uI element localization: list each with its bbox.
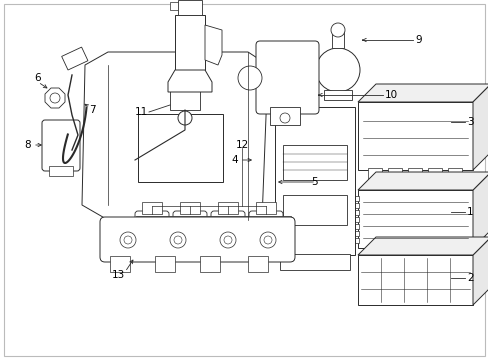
Circle shape <box>264 236 271 244</box>
Bar <box>269 107 299 125</box>
Circle shape <box>260 232 275 248</box>
Polygon shape <box>472 172 488 248</box>
Circle shape <box>315 48 359 92</box>
Circle shape <box>330 23 345 37</box>
Circle shape <box>238 66 262 90</box>
FancyBboxPatch shape <box>248 211 283 255</box>
Circle shape <box>178 111 192 125</box>
Polygon shape <box>357 172 488 190</box>
Bar <box>348 238 358 243</box>
FancyBboxPatch shape <box>42 120 80 171</box>
Bar <box>324 90 351 100</box>
Text: 5: 5 <box>311 177 317 187</box>
FancyBboxPatch shape <box>173 211 206 255</box>
Polygon shape <box>168 70 212 92</box>
Text: 2: 2 <box>466 273 473 283</box>
Bar <box>331 30 343 48</box>
Bar <box>175 15 204 70</box>
Circle shape <box>170 232 185 248</box>
Bar <box>280 254 349 270</box>
Bar <box>348 217 358 222</box>
Text: 4: 4 <box>231 155 238 165</box>
Text: 11: 11 <box>135 107 148 117</box>
Polygon shape <box>45 88 65 108</box>
Polygon shape <box>82 52 267 225</box>
Bar <box>348 231 358 236</box>
Circle shape <box>120 232 136 248</box>
Bar <box>142 202 162 214</box>
Circle shape <box>280 113 289 123</box>
Polygon shape <box>204 25 222 65</box>
Text: 7: 7 <box>88 105 95 115</box>
Bar <box>170 90 200 110</box>
Bar <box>183 239 196 247</box>
Bar <box>200 256 220 272</box>
Bar <box>348 210 358 215</box>
Bar <box>274 107 354 255</box>
Text: 1: 1 <box>466 207 473 217</box>
Text: 3: 3 <box>466 117 473 127</box>
Bar <box>348 196 358 201</box>
Bar <box>247 256 267 272</box>
Bar <box>348 224 358 229</box>
Bar <box>357 255 472 305</box>
Bar <box>146 239 158 247</box>
Bar <box>447 168 461 180</box>
Circle shape <box>224 236 231 244</box>
Text: 9: 9 <box>414 35 421 45</box>
Bar <box>348 203 358 208</box>
Text: 13: 13 <box>111 270 124 280</box>
Bar <box>367 168 381 180</box>
Bar <box>138 114 223 182</box>
Polygon shape <box>357 237 488 255</box>
Circle shape <box>50 93 60 103</box>
Bar <box>136 216 290 224</box>
Bar <box>357 190 472 248</box>
Bar <box>407 168 421 180</box>
Bar <box>256 202 275 214</box>
Bar <box>170 2 178 10</box>
Bar <box>110 256 130 272</box>
Text: 8: 8 <box>24 140 31 150</box>
Bar <box>49 166 73 176</box>
Polygon shape <box>472 237 488 305</box>
FancyBboxPatch shape <box>256 41 318 114</box>
Polygon shape <box>472 84 488 170</box>
Text: 10: 10 <box>384 90 397 100</box>
Bar <box>61 47 88 70</box>
Bar <box>222 239 234 247</box>
Bar <box>180 202 200 214</box>
Text: 6: 6 <box>35 73 41 83</box>
Bar <box>387 168 401 180</box>
Bar <box>283 145 346 180</box>
Text: 12: 12 <box>235 140 248 150</box>
FancyBboxPatch shape <box>210 211 244 255</box>
Circle shape <box>220 232 236 248</box>
Circle shape <box>174 236 182 244</box>
Bar <box>283 195 346 225</box>
Bar <box>357 102 472 170</box>
Bar <box>427 168 441 180</box>
Bar <box>155 256 175 272</box>
FancyBboxPatch shape <box>135 211 169 255</box>
Circle shape <box>124 236 132 244</box>
FancyBboxPatch shape <box>100 217 294 262</box>
Bar <box>178 0 202 15</box>
Polygon shape <box>357 84 488 102</box>
Bar <box>260 239 271 247</box>
Bar <box>218 202 238 214</box>
